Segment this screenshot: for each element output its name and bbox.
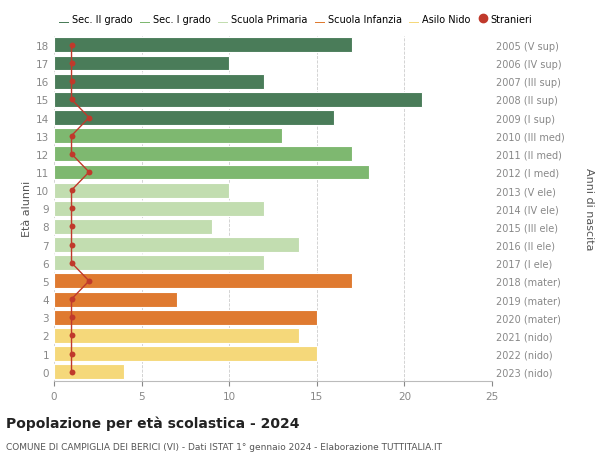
Point (84, 115, 94, 122)
Point (84, 169, 94, 176)
Text: Popolazione per età scolastica - 2024: Popolazione per età scolastica - 2024 (6, 415, 299, 430)
Point (67, 223, 76, 230)
Bar (54, 292, 176, 307)
Point (67, 205, 76, 213)
Point (67, 350, 76, 358)
Bar (54, 93, 422, 107)
Bar (54, 183, 229, 198)
Legend: Sec. II grado, Sec. I grado, Scuola Primaria, Scuola Infanzia, Asilo Nido, Stran: Sec. II grado, Sec. I grado, Scuola Prim… (59, 15, 532, 25)
Point (67, 133, 76, 140)
Point (84, 278, 94, 285)
Bar (54, 219, 212, 235)
Y-axis label: Anni di nascita: Anni di nascita (584, 168, 595, 250)
Point (67, 78, 76, 86)
Point (67, 368, 76, 375)
Bar (54, 111, 334, 126)
Bar (54, 347, 317, 361)
Point (67, 151, 76, 158)
Bar (54, 274, 352, 289)
Point (67, 42, 76, 50)
Point (67, 187, 76, 195)
Point (67, 296, 76, 303)
Point (67, 60, 76, 67)
Point (67, 332, 76, 339)
Y-axis label: Età alunni: Età alunni (22, 181, 32, 237)
Point (67, 259, 76, 267)
Point (67, 314, 76, 321)
Bar (54, 129, 282, 144)
Bar (54, 256, 264, 271)
Point (67, 241, 76, 249)
Bar (54, 56, 229, 71)
Bar (54, 147, 352, 162)
Bar (54, 165, 370, 180)
Bar (54, 364, 124, 379)
Bar (54, 39, 352, 53)
Bar (54, 238, 299, 252)
Bar (54, 202, 264, 216)
Bar (54, 310, 317, 325)
Text: COMUNE DI CAMPIGLIA DEI BERICI (VI) - Dati ISTAT 1° gennaio 2024 - Elaborazione : COMUNE DI CAMPIGLIA DEI BERICI (VI) - Da… (6, 442, 442, 451)
Bar (54, 74, 264, 90)
Point (67, 96, 76, 104)
Bar (54, 328, 299, 343)
